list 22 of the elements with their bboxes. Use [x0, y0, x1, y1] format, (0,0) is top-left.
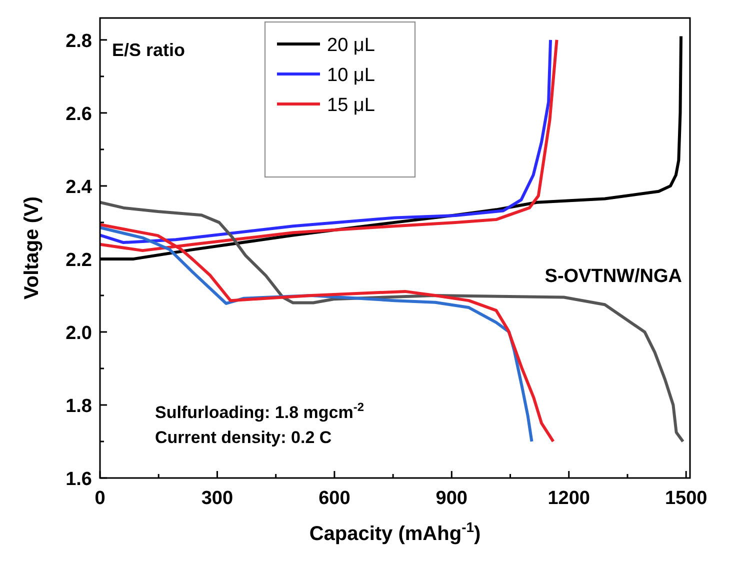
annotation: S-OVTNW/NGA: [544, 266, 682, 287]
annotation: Current density: 0.2 C: [155, 428, 332, 447]
legend-title: E/S ratio: [112, 40, 186, 60]
y-tick-label: 2.8: [66, 30, 92, 52]
legend-label: 15 μL: [327, 95, 375, 116]
y-tick-label: 2.0: [66, 322, 92, 344]
annotation: Sulfurloading: 1.8 mgcm$^{-2}$: [155, 400, 364, 422]
x-tick-label: 900: [436, 488, 468, 509]
y-tick-label: 2.4: [66, 176, 92, 198]
x-tick-label: 0: [94, 488, 106, 509]
x-tick-label: 300: [201, 488, 234, 509]
legend-label: 20 μL: [327, 35, 375, 56]
y-tick-label: 1.8: [66, 396, 92, 417]
y-tick-label: 2.2: [66, 250, 92, 271]
x-tick-label: 1500: [664, 488, 708, 509]
y-axis-title: Voltage (V): [21, 196, 43, 300]
x-tick-label: 600: [318, 488, 350, 509]
x-axis-title: Capacity (mAhg$^{-1}$): [309, 519, 481, 545]
legend-label: 10 μL: [327, 65, 375, 86]
y-tick-label: 1.6: [66, 469, 92, 490]
y-tick-label: 2.6: [66, 104, 92, 125]
x-tick-label: 1200: [548, 488, 590, 509]
